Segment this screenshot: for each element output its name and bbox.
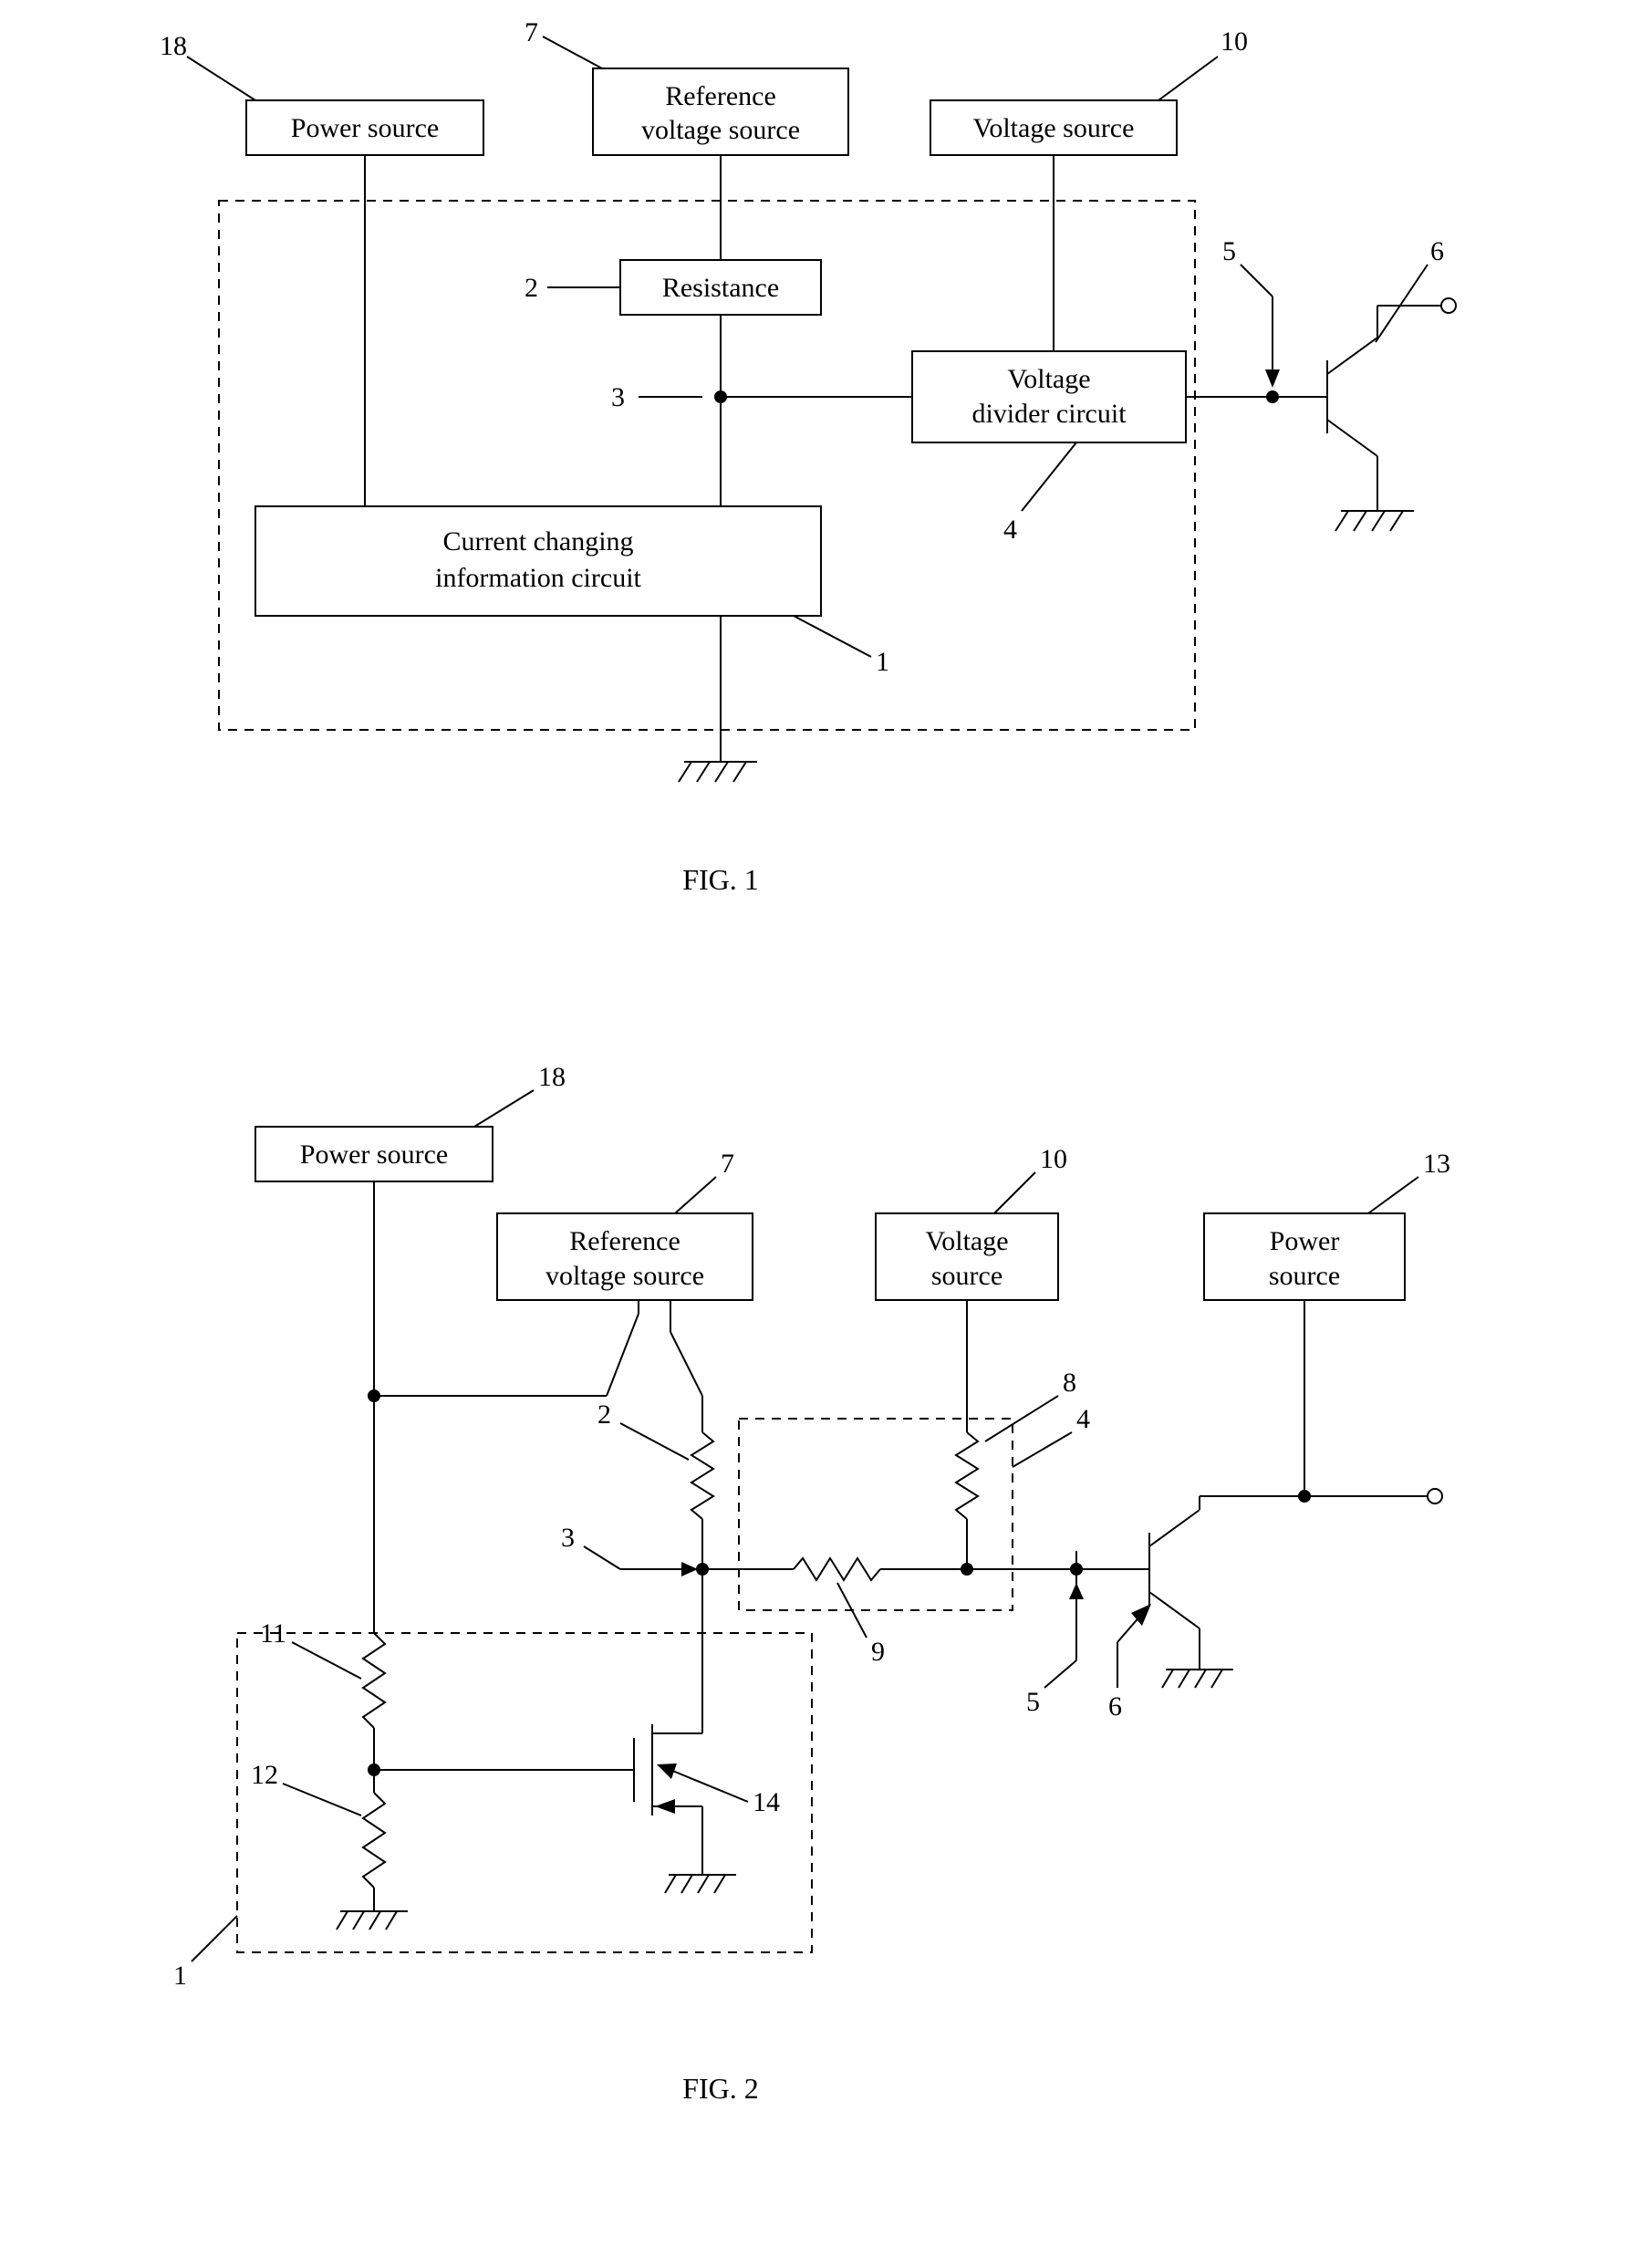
fig2-ref5: 5 bbox=[1026, 1687, 1040, 1717]
fig1-ref6: 6 bbox=[1430, 236, 1444, 266]
fig1-ref10-leader bbox=[1158, 57, 1218, 100]
fig2-ref5-leader bbox=[1044, 1660, 1076, 1688]
fig1-ref1-leader bbox=[794, 616, 871, 657]
fig1-voltage-divider-4-l2: divider circuit bbox=[971, 399, 1127, 429]
fig1-ref4-leader bbox=[1022, 442, 1076, 511]
fig2-ref8: 8 bbox=[1063, 1368, 1076, 1398]
fig2-bjt6-ground bbox=[1162, 1670, 1233, 1688]
fig2-ref12: 12 bbox=[251, 1760, 278, 1790]
fig1-ref7-leader bbox=[543, 36, 602, 68]
fig2-ref1-leader bbox=[192, 1916, 237, 1961]
fig2-ref9: 9 bbox=[871, 1637, 885, 1667]
fig1-voltage-divider-4-l1: Voltage bbox=[1007, 364, 1090, 394]
fig1-ref5-leader bbox=[1241, 265, 1273, 297]
fig1-ref7: 7 bbox=[525, 17, 538, 47]
fig1-ref-voltage-7-l1: Reference bbox=[665, 81, 776, 111]
fig2-wire-7-to-r2b bbox=[670, 1332, 702, 1396]
fig2-ref14-arrowhead bbox=[657, 1763, 677, 1779]
fig1: Power source 18 Reference voltage source… bbox=[160, 17, 1456, 896]
fig2-ref8-leader bbox=[985, 1396, 1058, 1441]
fig2-ref13: 13 bbox=[1423, 1149, 1450, 1179]
fig1-ref5-arrowhead bbox=[1265, 369, 1280, 388]
fig1-ref5: 5 bbox=[1222, 236, 1236, 266]
fig1-ref1: 1 bbox=[876, 647, 889, 677]
fig2-voltage-source-10-l1: Voltage bbox=[925, 1226, 1008, 1256]
fig1-current-info-1-l1: Current changing bbox=[442, 526, 633, 557]
fig2-bjt6 bbox=[1149, 1510, 1233, 1688]
fig1-ref18-leader bbox=[187, 57, 255, 100]
fig2-ref11-leader bbox=[292, 1642, 361, 1679]
fig2-ref7: 7 bbox=[721, 1149, 734, 1179]
fig2-fet14 bbox=[629, 1569, 736, 1893]
fig2-ref14-stem bbox=[670, 1770, 748, 1802]
fig2-r8 bbox=[956, 1432, 978, 1519]
fig2-ref2: 2 bbox=[597, 1399, 611, 1430]
fig2-ref-voltage-7-l2: voltage source bbox=[545, 1261, 704, 1291]
fig2-out-terminal bbox=[1428, 1489, 1442, 1503]
fig2-ref3: 3 bbox=[561, 1523, 575, 1553]
fig2-ref1: 1 bbox=[173, 1961, 187, 1991]
fig1-node5 bbox=[1266, 390, 1279, 403]
fig2-ref11: 11 bbox=[260, 1618, 286, 1649]
fig2-ref12-leader bbox=[283, 1784, 361, 1815]
fig2-ref7-leader bbox=[675, 1177, 716, 1213]
fig1-ref3: 3 bbox=[611, 382, 625, 412]
fig1-ref18: 18 bbox=[160, 31, 187, 61]
fig1-ref-voltage-7-l2: voltage source bbox=[641, 115, 800, 145]
fig2-r2 bbox=[691, 1432, 713, 1519]
fig2-r11 bbox=[363, 1633, 385, 1728]
fig2-ref10-leader bbox=[994, 1172, 1035, 1213]
fig1-ref6-leader bbox=[1376, 265, 1428, 342]
fig2-ref4-leader bbox=[1013, 1432, 1072, 1467]
fig1-voltage-source-10-label: Voltage source bbox=[973, 113, 1135, 143]
fig2-power-source-13-l1: Power bbox=[1270, 1226, 1340, 1256]
fig2-ref3-leader bbox=[584, 1546, 620, 1569]
fig2-ref-voltage-7-l1: Reference bbox=[569, 1226, 680, 1256]
fig2-r9 bbox=[794, 1558, 880, 1580]
fig2-ref6: 6 bbox=[1108, 1691, 1122, 1722]
fig2-r12-ground bbox=[337, 1911, 408, 1930]
fig2: Power source 18 Reference voltage source… bbox=[173, 1062, 1450, 2105]
fig2-caption: FIG. 2 bbox=[682, 2072, 759, 2105]
fig2-ref4: 4 bbox=[1076, 1404, 1090, 1434]
fig2-power-source-13-l2: source bbox=[1269, 1261, 1340, 1291]
fig2-ref18-leader bbox=[474, 1090, 534, 1127]
fig2-wire-7tap-diag bbox=[607, 1314, 639, 1396]
fig2-dash4 bbox=[739, 1419, 1013, 1610]
fig1-caption: FIG. 1 bbox=[682, 863, 759, 896]
fig2-ref13-leader bbox=[1368, 1177, 1418, 1213]
fig2-power-source-18-label: Power source bbox=[300, 1139, 448, 1170]
fig1-bjt6 bbox=[1327, 298, 1456, 531]
fig2-ref2-leader bbox=[620, 1423, 689, 1460]
fig1-ground-main bbox=[679, 762, 757, 782]
fig1-ref4: 4 bbox=[1003, 515, 1017, 545]
fig2-ref10: 10 bbox=[1040, 1144, 1067, 1174]
fig1-power-source-18-label: Power source bbox=[291, 113, 439, 143]
fig2-r12 bbox=[363, 1793, 385, 1888]
fig1-current-info-1-l2: information circuit bbox=[435, 563, 641, 593]
fig1-current-info-1-box bbox=[255, 506, 821, 616]
fig1-ref2: 2 bbox=[525, 273, 538, 303]
fig2-ref3-arrowhead bbox=[681, 1562, 698, 1576]
fig2-ref18: 18 bbox=[538, 1062, 566, 1092]
fig2-ref14: 14 bbox=[753, 1787, 780, 1817]
fig2-voltage-source-10-l2: source bbox=[931, 1261, 1002, 1291]
fig2-ref5-arrowhead bbox=[1069, 1583, 1084, 1599]
fig1-resistance-2-label: Resistance bbox=[662, 273, 779, 303]
fig1-ref10: 10 bbox=[1221, 26, 1248, 57]
fig1-bjt6-ground bbox=[1335, 511, 1414, 531]
fig2-fet14-ground bbox=[665, 1875, 736, 1893]
